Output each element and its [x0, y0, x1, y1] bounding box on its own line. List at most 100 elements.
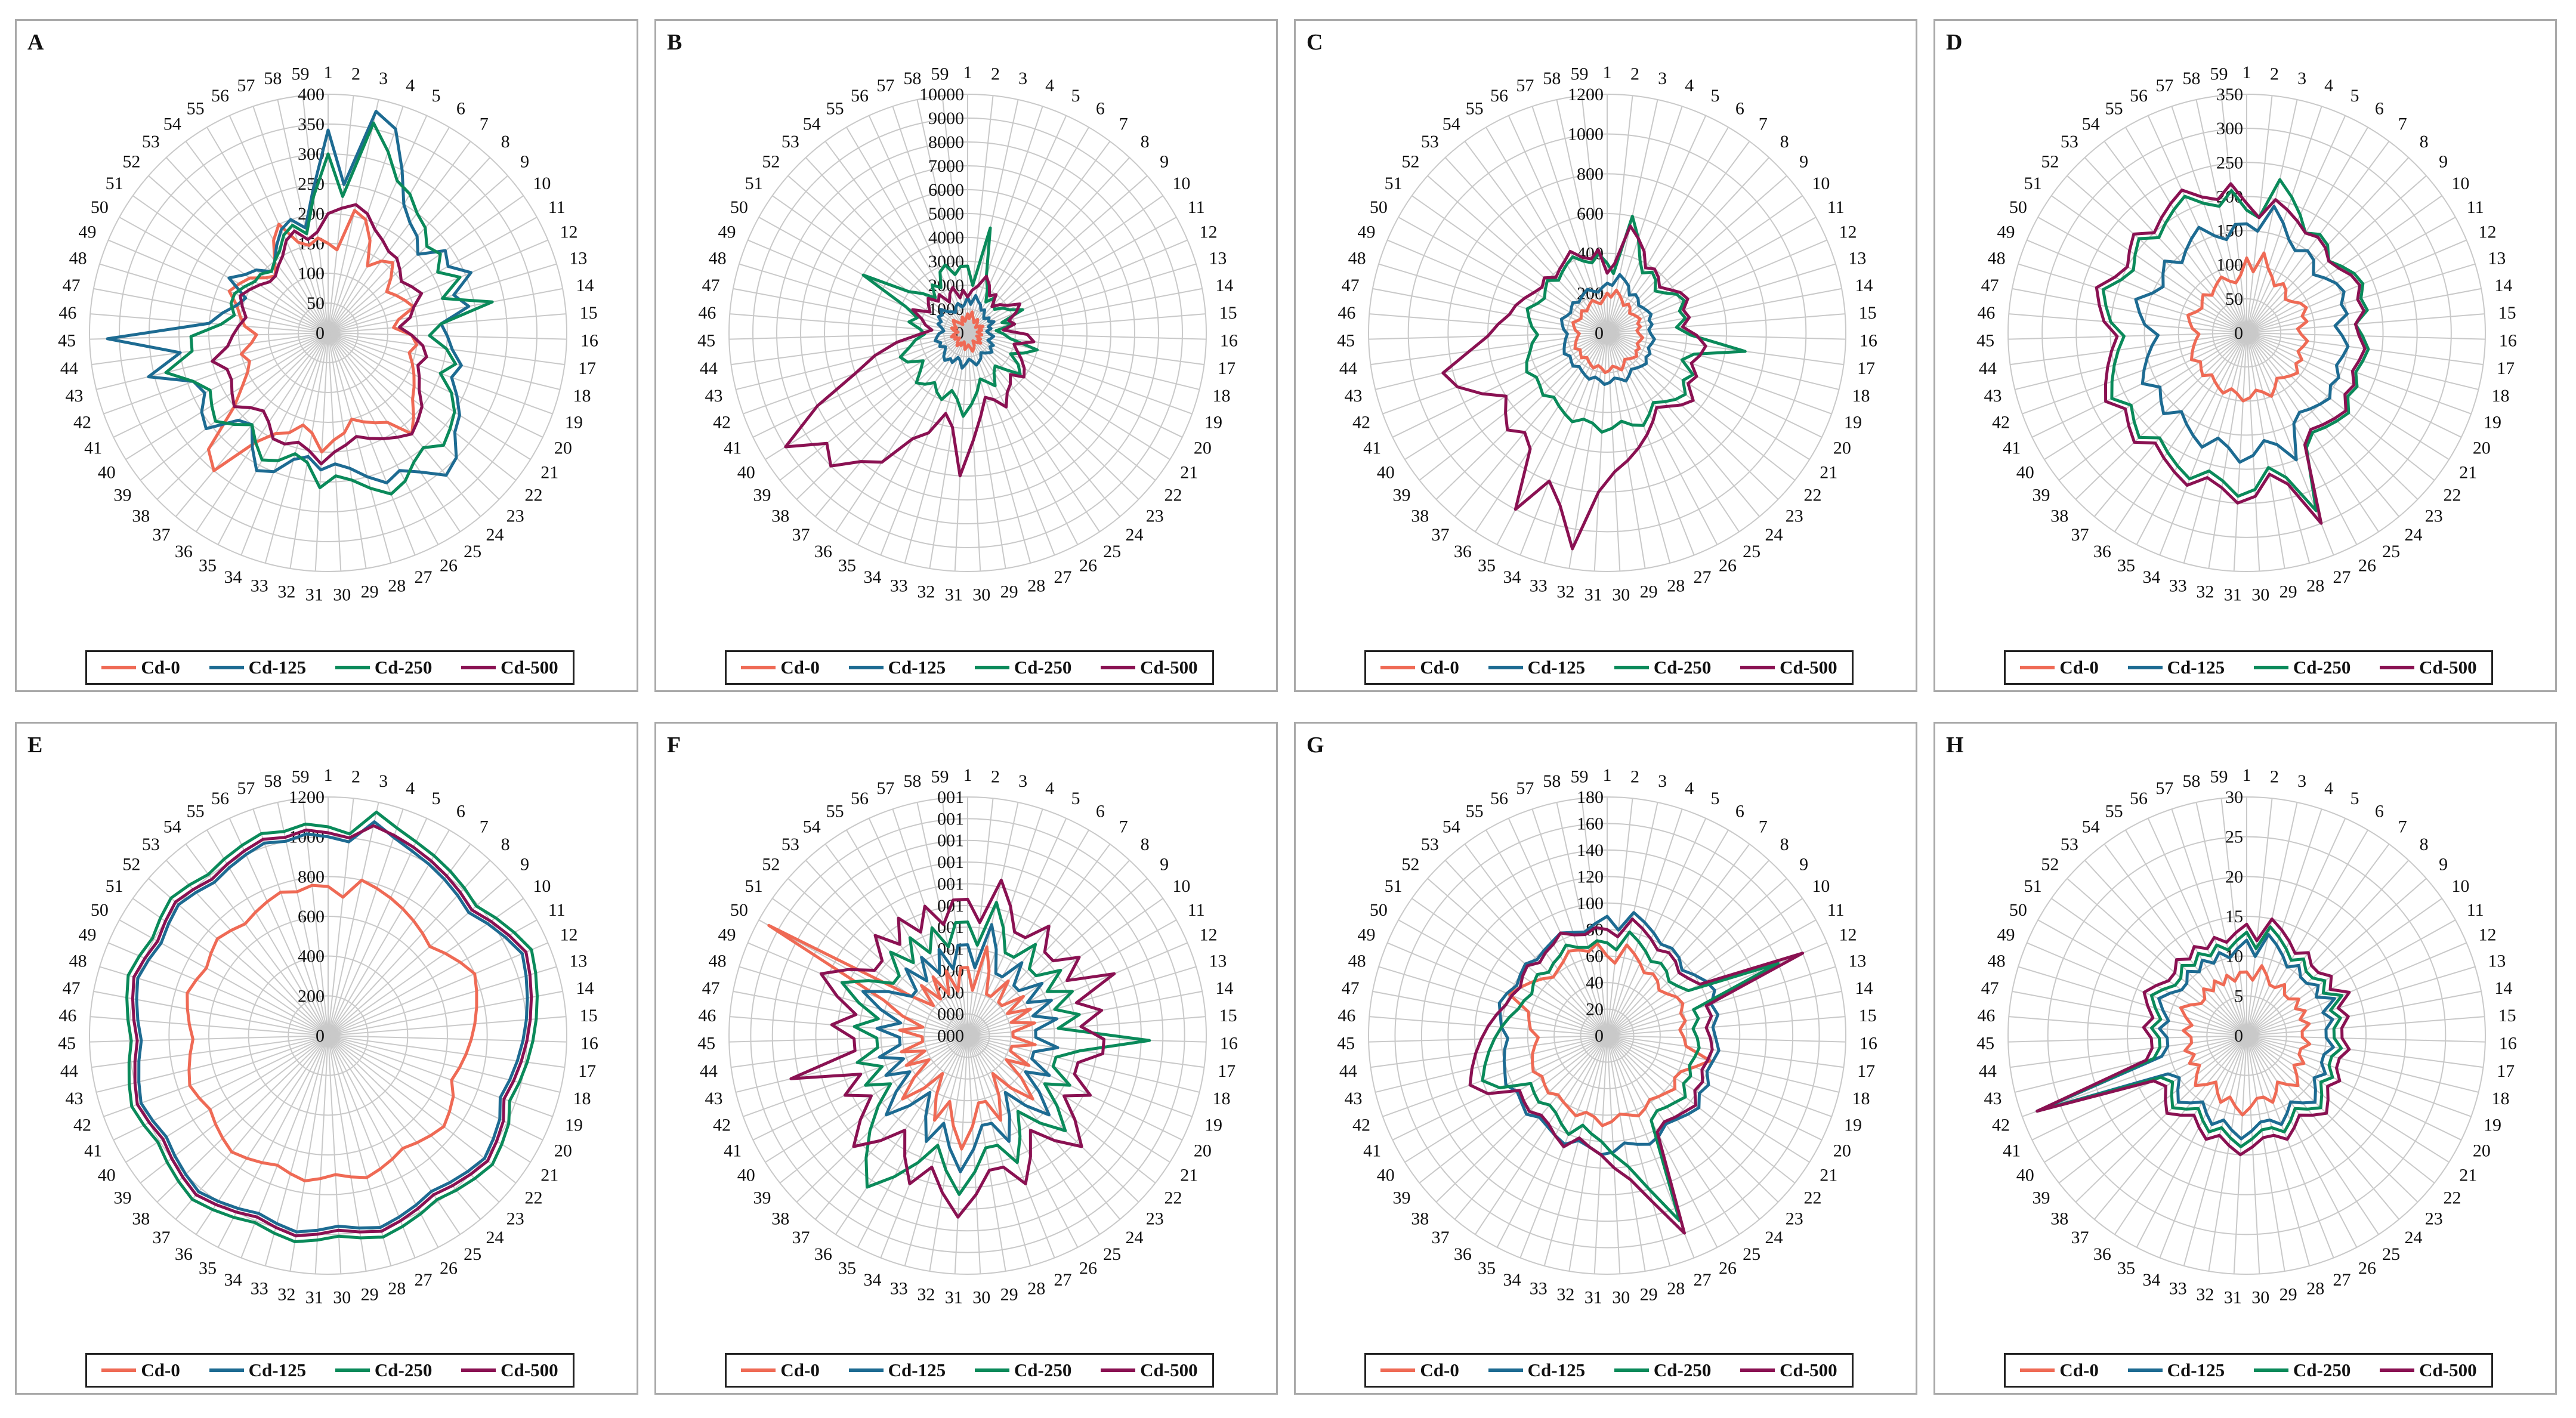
grid-spoke [739, 966, 968, 1036]
category-label: 17 [1218, 1061, 1236, 1081]
grid-spoke [846, 126, 968, 333]
grid-spoke [185, 141, 329, 333]
grid-spoke [2075, 332, 2247, 500]
grid-spoke [1607, 239, 1827, 333]
category-label: 35 [2117, 1259, 2135, 1278]
category-label: 24 [2405, 525, 2423, 545]
category-label: 38 [2050, 506, 2068, 526]
grid-spoke [967, 332, 1031, 564]
legend-item: Cd-0 [1380, 1360, 1459, 1381]
grid-spoke [880, 1035, 968, 1258]
legend-label: Cd-500 [1140, 657, 1198, 678]
category-label: 45 [1976, 1034, 1994, 1054]
grid-spoke [328, 898, 524, 1036]
panel-label: D [1946, 30, 1963, 55]
category-label: 42 [73, 1116, 91, 1135]
series-cd-500 [131, 824, 533, 1238]
category-label: 2 [1630, 767, 1639, 786]
grid-spoke [954, 1035, 968, 1274]
category-label: 7 [480, 114, 489, 134]
legend-item: Cd-250 [974, 657, 1071, 678]
legend-label: Cd-125 [248, 1360, 307, 1380]
series-cd-500 [784, 274, 1036, 478]
category-label: 4 [406, 76, 415, 95]
category-label: 35 [838, 556, 856, 576]
grid-spoke [1556, 99, 1608, 333]
grid-spoke [733, 990, 968, 1036]
category-label: 25 [2382, 1244, 2400, 1264]
category-label: 33 [251, 576, 268, 596]
category-label: 27 [1054, 1270, 1072, 1290]
category-label: 32 [277, 582, 295, 601]
panel-H: H 1 2 3 4 5 6 7 8 9 10 11 12 13 14 15 16 17 18 19 20 21 22 23 2… [1933, 722, 2557, 1395]
category-label: 25 [464, 1244, 481, 1264]
grid-spoke [1607, 844, 1750, 1036]
series-cd-125 [861, 923, 1060, 1173]
category-label: 9 [520, 855, 529, 875]
category-label: 33 [251, 1279, 268, 1299]
grid-spoke [1607, 878, 1787, 1036]
grid-spoke [880, 332, 968, 555]
tick-label: 1200 [289, 787, 325, 807]
legend-item: Cd-0 [1380, 657, 1459, 678]
category-label: 23 [2425, 1209, 2443, 1229]
grid-spoke [1496, 1035, 1608, 1248]
category-label: 10 [1172, 174, 1190, 193]
grid-spoke [731, 1035, 968, 1068]
category-label: 56 [1490, 86, 1508, 106]
tick-label: 100 [1577, 894, 1604, 913]
grid-spoke [328, 239, 548, 333]
grid-spoke [2067, 175, 2247, 333]
category-label: 8 [1141, 132, 1150, 152]
category-label: 25 [1743, 1244, 1760, 1264]
radar-chart: 1 2 3 4567891011121314151617181920212223242… [1337, 765, 1877, 1307]
category-label: 56 [2130, 789, 2148, 808]
legend-swatch [2127, 1368, 2163, 1372]
category-label: 28 [2306, 576, 2324, 596]
category-label: 50 [730, 900, 748, 920]
series-cd-500 [789, 878, 1116, 1219]
category-label: 44 [1339, 1061, 1357, 1081]
series-cd-125 [1497, 911, 1721, 1157]
grid-spoke [2246, 878, 2427, 1036]
tick-label: 1000 [1568, 125, 1604, 144]
grid-spoke [2246, 898, 2442, 1036]
grid-spoke [967, 829, 1089, 1036]
legend-swatch [101, 666, 137, 669]
category-label: 28 [388, 1279, 406, 1299]
grid-spoke [1607, 818, 1707, 1036]
category-label: 59 [291, 64, 309, 84]
grid-spoke [1398, 217, 1608, 333]
category-label: 38 [2050, 1209, 2068, 1229]
legend-item: Cd-250 [2253, 657, 2350, 678]
grid-spoke [2246, 798, 2273, 1036]
category-label: 47 [702, 978, 720, 998]
category-label: 16 [1860, 331, 1877, 351]
category-label: 2 [991, 767, 1000, 786]
category-label: 8 [501, 835, 510, 854]
tick-label: 120 [1577, 867, 1604, 886]
category-label: 31 [2224, 585, 2242, 604]
category-label: 59 [2210, 767, 2228, 786]
category-label: 19 [2484, 1116, 2501, 1135]
grid-spoke [736, 332, 968, 390]
grid-spoke [1607, 115, 1707, 333]
category-label: 3 [2297, 69, 2306, 88]
category-label: 59 [1570, 767, 1588, 786]
category-label: 36 [814, 1244, 832, 1264]
category-label: 51 [1385, 174, 1403, 193]
category-label: 6 [1735, 99, 1744, 119]
grid-spoke [1411, 195, 1608, 333]
grid-spoke [2246, 990, 2482, 1036]
grid-spoke [2246, 332, 2419, 500]
grid-spoke [2171, 106, 2247, 333]
legend-swatch [2020, 666, 2055, 669]
category-label: 1 [324, 63, 333, 82]
category-label: 24 [1126, 1228, 1144, 1247]
category-label: 51 [106, 174, 123, 193]
grid-spoke [1607, 332, 1760, 517]
tick-label: 800 [298, 867, 325, 886]
grid-spoke [2008, 1035, 2247, 1043]
grid-spoke [729, 332, 968, 340]
panel-F: F 1 2 3 4 5 6 7 8 9 10 11 12 13 14 15 16 17 18 19 20 21 22 23 2… [654, 722, 1278, 1395]
